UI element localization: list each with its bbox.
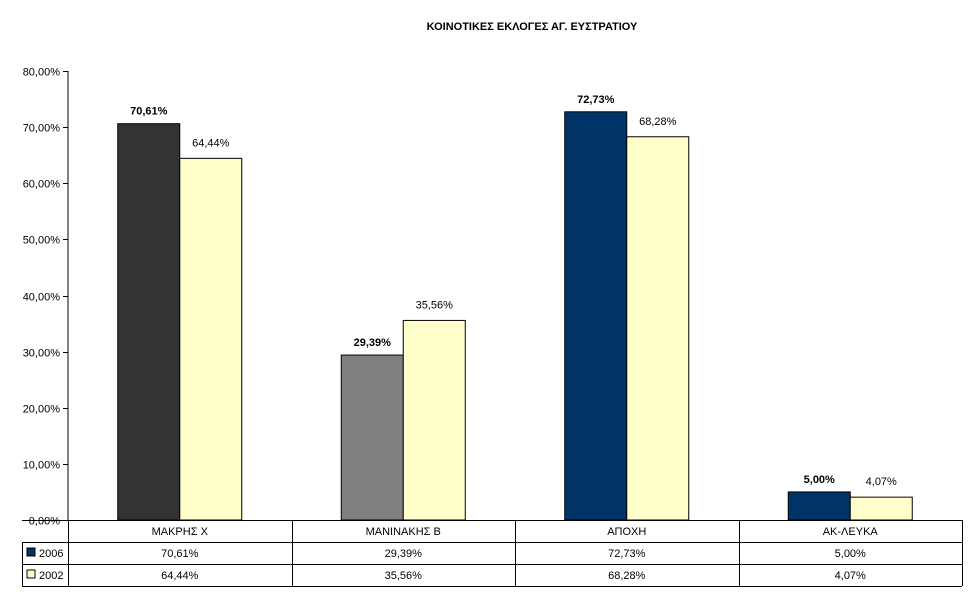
y-tick-label: 0,00% — [29, 516, 60, 528]
bar-label-2002: 68,28% — [639, 116, 677, 128]
bar-label-2002: 64,44% — [192, 137, 230, 149]
bar-2006 — [787, 491, 851, 521]
y-tick-label: 70,00% — [23, 123, 61, 135]
bar-label-2006: 29,39% — [354, 337, 392, 349]
y-tick-label: 80,00% — [23, 67, 61, 79]
bar-label-2006: 70,61% — [130, 106, 168, 118]
table-cell: 68,28% — [608, 570, 646, 582]
legend-key-2006 — [26, 547, 36, 557]
legend-key-2002 — [26, 569, 36, 579]
y-tick-label: 60,00% — [23, 179, 61, 191]
bars — [117, 111, 913, 521]
bar-2002 — [179, 157, 243, 521]
y-axis: 0,00% 10,00% 20,00% 30,00% 40,00% 50,00% 60,00… — [23, 67, 69, 528]
category-label: ΜΑΚΡΗΣ Χ — [152, 526, 209, 538]
bar-label-2006: 72,73% — [577, 94, 615, 106]
bar-2002 — [626, 136, 690, 521]
category-label: ΜΑΝΙΝΑΚΗΣ Β — [366, 526, 441, 538]
table-cell: 35,56% — [385, 570, 423, 582]
y-tick-label: 30,00% — [23, 348, 61, 360]
table-cell: 64,44% — [161, 570, 199, 582]
bar-labels: 70,61% 64,44% 29,39% 35,56% 72,73% 68,28% 5,00… — [130, 94, 897, 488]
bar-2002 — [849, 496, 913, 521]
y-tick-label: 10,00% — [23, 460, 61, 472]
table-cell: 29,39% — [385, 548, 423, 560]
table-cell: 70,61% — [161, 548, 199, 560]
legend-entry: 2002 — [39, 570, 63, 582]
bar-label-2002: 4,07% — [866, 476, 897, 488]
table-cell: 5,00% — [835, 548, 866, 560]
category-label: ΑΠΟΧΗ — [607, 526, 646, 538]
category-label: ΑΚ-ΛΕΥΚΑ — [823, 526, 879, 538]
bar-2006 — [564, 111, 628, 521]
data-table: ΜΑΚΡΗΣ Χ ΜΑΝΙΝΑΚΗΣ Β ΑΠΟΧΗ ΑΚ-ΛΕΥΚΑ 2006 70,6… — [22, 520, 963, 587]
legend-entry: 2006 — [39, 548, 63, 560]
bar-label-2002: 35,56% — [416, 299, 454, 311]
bar-2002 — [402, 319, 466, 521]
y-tick-label: 50,00% — [23, 235, 61, 247]
table-cell: 72,73% — [608, 548, 646, 560]
bar-2006 — [117, 123, 181, 521]
y-tick-label: 20,00% — [23, 404, 61, 416]
chart-title: ΚΟΙΝΟΤΙΚΕΣ ΕΚΛΟΓΕΣ ΑΓ. ΕΥΣΤΡΑΤΙΟΥ — [427, 21, 638, 33]
table-cell: 4,07% — [835, 570, 866, 582]
bar-label-2006: 5,00% — [804, 474, 835, 486]
y-tick-label: 40,00% — [23, 292, 61, 304]
bar-2006 — [340, 354, 404, 521]
